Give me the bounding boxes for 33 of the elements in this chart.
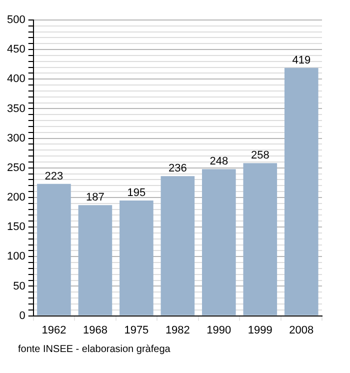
y-tick-label: 300 xyxy=(6,132,26,144)
x-tick-label: 1982 xyxy=(165,324,190,336)
data-label: 248 xyxy=(210,156,228,168)
y-tick-label: 150 xyxy=(6,221,26,234)
y-tick-label: 50 xyxy=(13,280,26,292)
x-tick-label: 2008 xyxy=(289,324,314,336)
bar xyxy=(243,163,278,316)
data-label: 223 xyxy=(44,170,64,182)
y-tick-label: 0 xyxy=(19,310,26,322)
y-tick-label: 450 xyxy=(6,44,26,56)
x-tick-label: 1968 xyxy=(82,324,108,336)
data-label: 236 xyxy=(168,162,187,175)
y-tick-label: 100 xyxy=(6,250,26,263)
x-tick-label: 1999 xyxy=(248,324,272,336)
x-tick-label: 1962 xyxy=(42,324,66,336)
y-tick-label: 500 xyxy=(6,14,26,26)
y-tick-label: 250 xyxy=(6,162,26,174)
bar xyxy=(160,176,195,316)
x-tick-label: 1975 xyxy=(124,324,149,336)
bar xyxy=(202,169,236,316)
bar xyxy=(284,68,318,316)
x-tick-label: 1990 xyxy=(206,324,232,336)
data-label: 187 xyxy=(86,192,104,204)
y-tick-label: 400 xyxy=(6,73,26,86)
source-note: fonte INSEE - elaborasion gràfega xyxy=(18,344,172,355)
data-label: 419 xyxy=(292,54,311,66)
bar xyxy=(78,205,112,316)
data-label: 258 xyxy=(250,150,270,162)
bar xyxy=(37,184,71,316)
data-label: 195 xyxy=(127,186,146,199)
bar xyxy=(120,200,154,316)
y-tick-label: 350 xyxy=(6,102,26,115)
y-tick-label: 200 xyxy=(6,192,26,204)
